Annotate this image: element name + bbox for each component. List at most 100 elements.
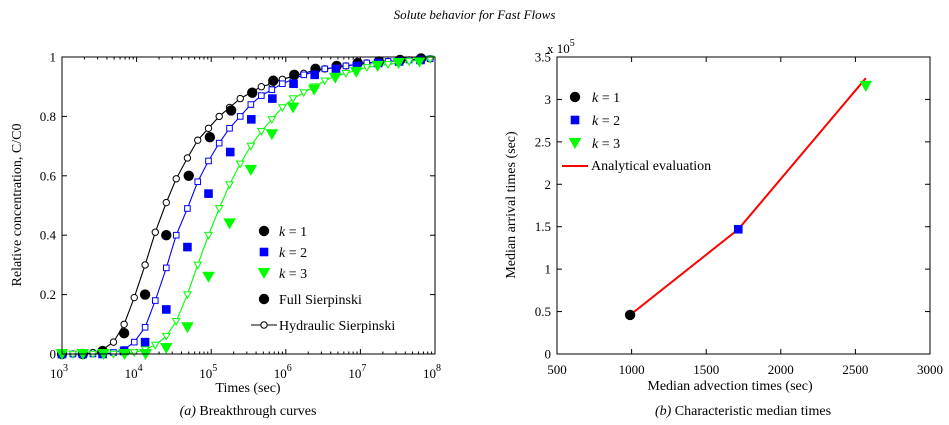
hydraulic-point bbox=[235, 160, 245, 169]
data-point bbox=[139, 289, 151, 300]
hydraulic-point bbox=[184, 205, 191, 212]
data-point bbox=[328, 72, 342, 84]
y-tick-label: 0.6 bbox=[40, 168, 57, 183]
hydraulic-point bbox=[215, 112, 223, 121]
legend-marker bbox=[570, 115, 580, 125]
data-point bbox=[307, 84, 321, 96]
data-point bbox=[286, 102, 300, 114]
data-point bbox=[244, 164, 258, 176]
data-point bbox=[247, 87, 258, 98]
data-point bbox=[181, 322, 194, 334]
legend-label: k = 1 bbox=[279, 225, 307, 240]
hydraulic-point bbox=[130, 338, 138, 346]
data-point bbox=[225, 147, 235, 157]
data-point bbox=[225, 105, 237, 116]
hydraulic-point bbox=[120, 320, 128, 328]
y-tick-label: 2.5 bbox=[535, 134, 551, 149]
hydraulic-point bbox=[162, 264, 170, 272]
data-point bbox=[204, 131, 216, 143]
data-point bbox=[268, 75, 279, 86]
hydraulic-curve bbox=[62, 58, 431, 355]
data-point bbox=[247, 115, 256, 124]
hydraulic-point bbox=[341, 70, 351, 78]
legend-marker bbox=[259, 247, 269, 257]
hydraulic-point bbox=[182, 291, 192, 300]
x-tick-label: 3000 bbox=[917, 362, 943, 377]
panel-b-caption: (b) Characteristic median times bbox=[655, 404, 831, 419]
hydraulic-point bbox=[425, 55, 435, 64]
data-point bbox=[183, 170, 194, 181]
panel-a-axes-box bbox=[61, 56, 436, 355]
x-tick-label: 2500 bbox=[842, 362, 868, 377]
panel-a-caption: (a) Breakthrough curves bbox=[180, 404, 317, 419]
hydraulic-point bbox=[130, 293, 138, 302]
hydraulic-point bbox=[320, 77, 330, 86]
hydraulic-point bbox=[404, 58, 414, 67]
hydraulic-point bbox=[247, 101, 255, 108]
hydraulic-point bbox=[183, 154, 192, 162]
hydraulic-point bbox=[172, 231, 180, 239]
panel-b-median-times: 500 1000 1500 2000 2500 300000.511.522.533.5 … bbox=[504, 38, 943, 419]
y-tick-label: 3.5 bbox=[535, 50, 551, 65]
panel-a-legend: k = 1 k = 2 k = 3 Full Sierpinski Hydraulic … bbox=[251, 225, 395, 334]
hydraulic-point bbox=[246, 142, 256, 151]
legend-marker bbox=[257, 268, 271, 279]
data-point bbox=[349, 66, 363, 78]
hydraulic-point bbox=[288, 95, 298, 104]
data-point bbox=[289, 79, 298, 89]
hydraulic-point bbox=[150, 341, 160, 350]
hydraulic-point bbox=[342, 62, 350, 70]
analytical-evaluation-line bbox=[629, 77, 867, 316]
legend-marker bbox=[569, 91, 581, 103]
x-tick-label: 1000 bbox=[619, 362, 645, 377]
hydraulic-point bbox=[267, 116, 277, 124]
y-tick-label: 0 bbox=[50, 347, 57, 362]
hydraulic-point bbox=[204, 124, 213, 132]
hydraulic-point bbox=[299, 89, 309, 98]
data-point bbox=[118, 328, 130, 339]
data-point bbox=[183, 242, 192, 252]
data-point bbox=[413, 56, 426, 68]
y-tick-label: 1 bbox=[545, 262, 552, 277]
hydraulic-curve bbox=[62, 58, 431, 355]
legend-marker bbox=[568, 138, 582, 149]
x-tick-label: 108 bbox=[423, 363, 441, 381]
hydraulic-point bbox=[383, 61, 393, 70]
data-point bbox=[733, 224, 743, 234]
panel-b-multiplier-base: x 10 bbox=[547, 41, 570, 56]
y-tick-label: 1.5 bbox=[535, 219, 551, 234]
panel-a-caption-prefix: (a) bbox=[180, 404, 197, 419]
hydraulic-point bbox=[129, 349, 139, 358]
hydraulic-point bbox=[141, 323, 149, 331]
panel-a-ticks: 103 104 105 106 107 108 0 0.2 0.4 0.6 0.8 1 bbox=[40, 50, 441, 382]
hydraulic-point bbox=[225, 181, 234, 190]
data-point bbox=[371, 60, 384, 72]
hydraulic-point bbox=[279, 80, 286, 88]
panel-b-ticks: 500 1000 1500 2000 2500 3000 0 0.5 1 1.5 2 2.5 3 3.5 bbox=[535, 50, 943, 378]
x-tick-label: 104 bbox=[125, 363, 143, 381]
panel-b-multiplier-exp: 5 bbox=[570, 38, 575, 49]
legend-label: k = 3 bbox=[279, 267, 307, 282]
legend-label: Hydraulic Sierpinski bbox=[279, 319, 395, 334]
hydraulic-point bbox=[151, 228, 159, 236]
legend-label: k = 2 bbox=[592, 114, 620, 129]
data-point bbox=[289, 69, 300, 81]
panel-b-legend: k = 1 k = 2 k = 3 Analytical evaluation bbox=[562, 91, 711, 174]
legend-label: Analytical evaluation bbox=[591, 159, 711, 174]
x-tick-label: 103 bbox=[50, 363, 68, 381]
hydraulic-point bbox=[215, 139, 223, 147]
panel-b-caption-prefix: (b) bbox=[655, 404, 672, 419]
panel-a-caption-text: Breakthrough curves bbox=[199, 404, 316, 419]
panel-b-x-axis-label: Median advection times (sec) bbox=[647, 379, 813, 394]
y-tick-label: 3 bbox=[545, 92, 552, 107]
legend-label: k = 2 bbox=[279, 246, 307, 261]
panel-a-series bbox=[55, 53, 435, 360]
hydraulic-point bbox=[205, 157, 212, 165]
legend-marker bbox=[260, 321, 268, 329]
legend-label: k = 1 bbox=[592, 91, 620, 106]
hydraulic-point bbox=[258, 92, 265, 99]
y-tick-label: 0.8 bbox=[40, 109, 56, 124]
hydraulic-point bbox=[236, 113, 244, 120]
panel-b-y-multiplier: x 105 bbox=[547, 38, 575, 56]
